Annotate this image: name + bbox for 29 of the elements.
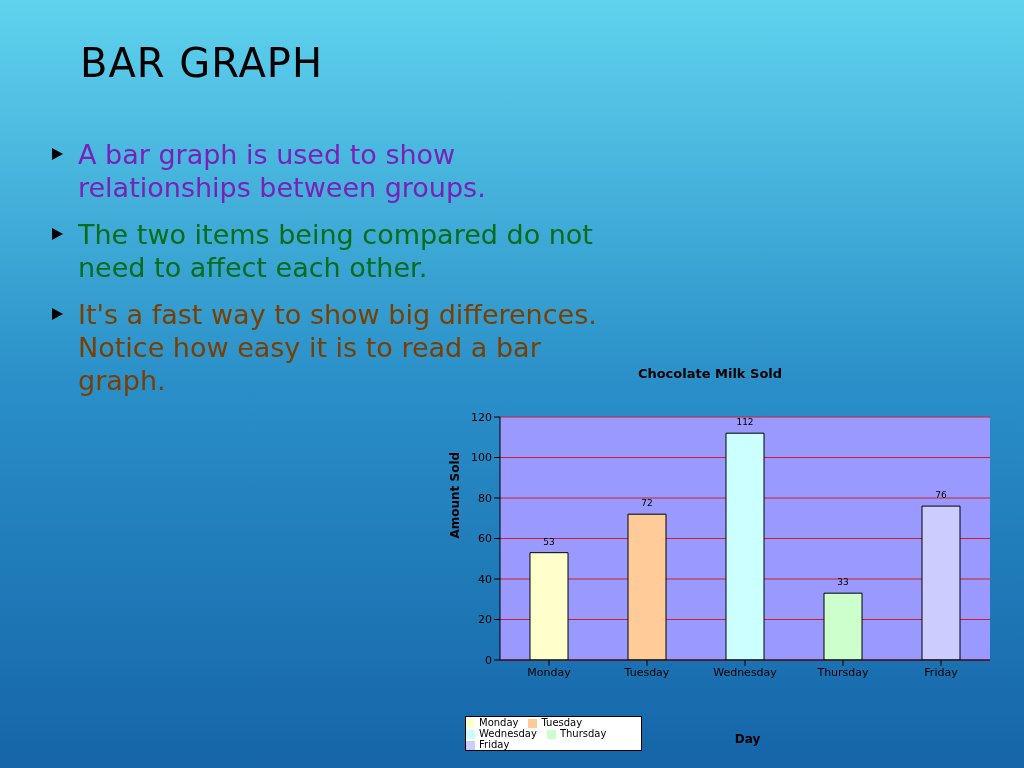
text: It's a fast way to show big differences. Notice how easy it is to read a bar graph. (78, 298, 598, 397)
x-tick-label: Friday (924, 665, 959, 679)
y-tick-label: 0 (485, 653, 492, 667)
x-axis-title: Day (733, 732, 762, 746)
data-label: 112 (736, 417, 754, 428)
x-tick-label: Wednesday (713, 665, 778, 679)
y-tick-label: 120 (471, 410, 492, 424)
data-label: 72 (641, 498, 653, 509)
legend-label: Friday (479, 739, 510, 750)
chart-subtitle: Chocolate Milk Sold (636, 366, 784, 381)
data-label: 33 (837, 577, 849, 588)
x-tick-label: Thursday (816, 665, 870, 679)
data-label: 53 (543, 536, 555, 547)
legend-label: Thursday (559, 728, 607, 739)
data-label: 76 (935, 490, 947, 501)
y-tick-label: 80 (478, 491, 492, 505)
x-tick-label: Tuesday (623, 665, 670, 679)
text: A bar graph is used to show relationships between groups. (78, 138, 487, 204)
y-tick-label: 20 (478, 613, 492, 627)
chart-title: BAR GRAPH (80, 40, 324, 86)
y-axis-title: Amount Sold (448, 451, 463, 539)
legend-label: Wednesday (479, 728, 537, 739)
y-tick-label: 40 (478, 572, 492, 586)
text: The two items being compared do not need to affect each other. (78, 218, 594, 284)
x-tick-label: Monday (527, 665, 572, 679)
y-tick-label: 60 (478, 532, 492, 546)
legend-label: Monday (479, 717, 519, 728)
legend-label: Tuesday (541, 717, 583, 728)
y-tick-label: 100 (471, 451, 492, 465)
